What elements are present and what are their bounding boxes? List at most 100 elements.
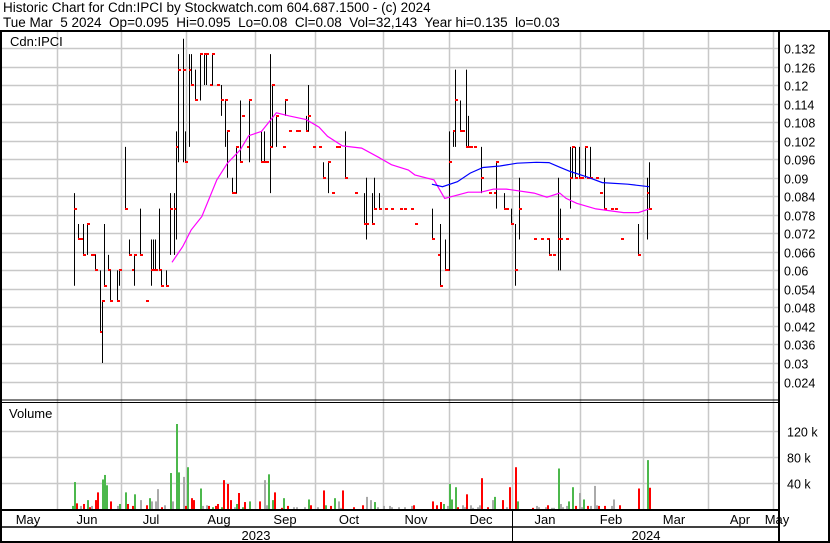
volume-bar (127, 503, 129, 509)
close-tick (306, 130, 309, 132)
close-tick (283, 146, 286, 148)
volume-bar (590, 505, 592, 509)
price-bar (272, 84, 275, 147)
volume-bar (215, 505, 217, 509)
price-axis-label: 0.042 (784, 321, 815, 335)
price-bar (91, 254, 94, 256)
volume-bar (440, 502, 442, 509)
price-bar (306, 115, 309, 132)
close-tick (404, 208, 407, 210)
price-axis-label: 0.084 (784, 191, 815, 205)
price-bar (221, 85, 224, 116)
close-tick (328, 161, 331, 163)
price-axis-label: 0.054 (784, 284, 815, 298)
volume-bar (411, 505, 413, 509)
volume-bar (455, 487, 457, 509)
close-tick (166, 285, 169, 287)
price-bar (596, 177, 599, 179)
close-tick (470, 146, 473, 148)
month-label: Sep (273, 512, 296, 527)
close-tick (391, 208, 394, 210)
volume-bar (649, 487, 651, 509)
close-tick (355, 192, 358, 194)
price-axis-label: 0.036 (784, 339, 815, 353)
close-tick (146, 300, 149, 302)
volume-bar (83, 503, 85, 509)
volume-bar (95, 500, 97, 509)
month-label: Jun (77, 512, 98, 527)
close-tick (585, 146, 588, 148)
volume-bar (538, 507, 540, 509)
price-bar (80, 238, 83, 240)
volume-bar (221, 507, 223, 509)
close-tick (615, 208, 618, 210)
chart-frame (0, 30, 830, 543)
volume-bar (293, 507, 295, 509)
price-bar (504, 193, 507, 210)
price-bar (155, 239, 158, 271)
price-axis-label: 0.048 (784, 302, 815, 316)
price-bar (308, 85, 311, 132)
price-bar (191, 54, 194, 86)
price-bar (404, 208, 407, 210)
close-tick (174, 208, 177, 210)
volume-bar (560, 503, 562, 509)
close-tick (104, 285, 107, 287)
price-bar (453, 130, 456, 147)
price-bar (110, 270, 113, 302)
month-label: Oct (339, 512, 360, 527)
close-tick (440, 285, 443, 287)
volume-bar (304, 507, 306, 509)
close-tick (474, 146, 477, 148)
volume-bar (330, 505, 332, 509)
close-tick (232, 192, 235, 194)
price-axis-label: 0.078 (784, 210, 815, 224)
volume-bar (110, 501, 112, 509)
price-bar (206, 53, 209, 86)
price-axis-label: 0.072 (784, 228, 815, 242)
volume-bar (151, 501, 153, 509)
close-tick (140, 254, 143, 256)
close-tick (411, 208, 414, 210)
price-bar (549, 239, 552, 256)
close-tick (225, 99, 228, 101)
price-bar (283, 146, 286, 148)
close-tick (272, 84, 275, 86)
price-axis-label: 0.096 (784, 154, 815, 168)
volume-bar (334, 498, 336, 509)
price-bar (647, 177, 650, 240)
volume-bar (449, 483, 451, 509)
volume-bar (97, 492, 99, 509)
volume-bar (547, 505, 549, 509)
price-bar (225, 99, 228, 147)
volume-bar (193, 500, 195, 509)
volume-bar (466, 494, 468, 509)
price-bar (212, 53, 215, 86)
month-label: Jul (143, 512, 160, 527)
close-tick (210, 84, 213, 86)
close-tick (319, 146, 322, 148)
price-bar (372, 193, 375, 225)
price-bar (638, 224, 641, 256)
volume-bar (464, 507, 466, 509)
price-panel-label: Cdn:IPCI (10, 34, 63, 49)
close-tick (132, 269, 135, 271)
volume-bar (338, 501, 340, 509)
price-bar (332, 192, 335, 194)
volume-bar (404, 507, 406, 509)
close-tick (336, 146, 339, 148)
price-bar (183, 38, 186, 163)
price-bars (74, 38, 652, 363)
close-tick (236, 146, 239, 148)
price-bar (570, 146, 573, 209)
volume-bar (259, 501, 261, 509)
close-tick (247, 146, 250, 148)
close-tick (519, 208, 522, 210)
close-tick (189, 69, 192, 71)
price-bar (323, 162, 326, 179)
price-axis-label: 0.12 (784, 80, 808, 94)
close-tick (296, 130, 299, 132)
price-bar (270, 54, 273, 194)
close-tick (581, 177, 584, 179)
close-tick (204, 53, 207, 55)
